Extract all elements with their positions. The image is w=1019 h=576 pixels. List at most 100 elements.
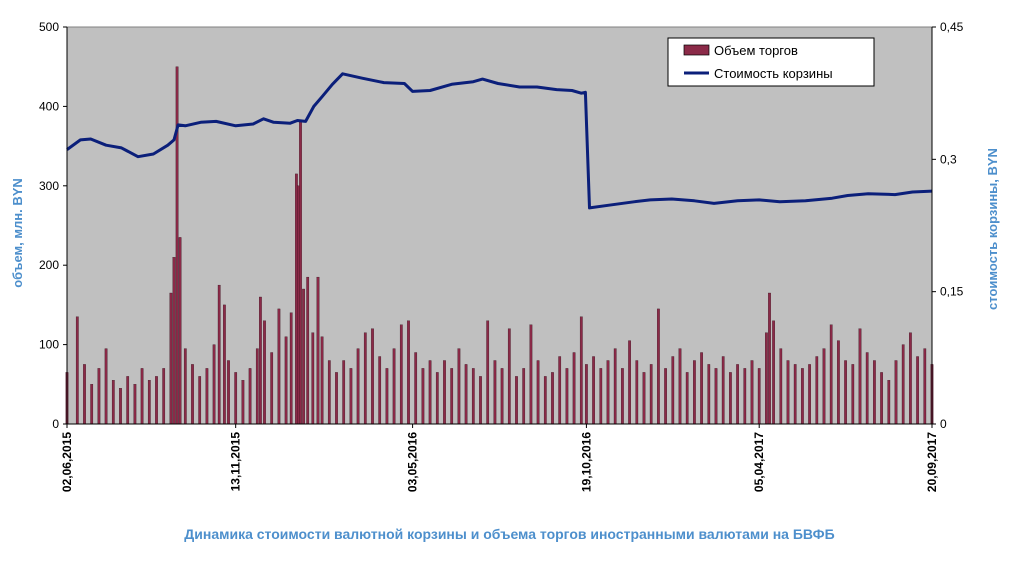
- legend-bar-label: Объем торгов: [714, 43, 798, 58]
- volume-bar: [635, 360, 639, 425]
- volume-bar: [599, 368, 603, 425]
- x-tick-label: 02,06,2015: [60, 432, 74, 492]
- volume-bar: [155, 376, 158, 425]
- volume-bar: [572, 352, 576, 425]
- volume-bar: [349, 368, 353, 425]
- volume-bar: [378, 356, 382, 425]
- volume-bar: [642, 372, 646, 425]
- volume-bar: [248, 368, 252, 425]
- volume-bar: [464, 364, 468, 425]
- volume-bar: [515, 376, 518, 425]
- volume-bar: [678, 348, 682, 425]
- volume-bar: [628, 340, 631, 425]
- volume-bar: [606, 360, 610, 425]
- volume-bar: [342, 360, 346, 425]
- volume-bar: [815, 356, 819, 425]
- volume-bar: [772, 320, 775, 425]
- volume-bar: [837, 340, 840, 425]
- right-axis-ticks: 0 0,15 0,3 0,45: [932, 20, 964, 431]
- chart-title: Динамика стоимости валютной корзины и об…: [184, 526, 835, 542]
- volume-bar: [306, 276, 310, 425]
- x-tick-label: 03,05,2016: [406, 432, 420, 492]
- volume-bar: [183, 348, 187, 425]
- volume-bar: [729, 372, 732, 425]
- x-tick-label: 20,09,2017: [925, 432, 939, 492]
- x-axis-ticks: 02,06,2015 13,11,2015 03,05,2016 19,10,2016…: [60, 424, 939, 492]
- volume-bar: [779, 348, 783, 425]
- volume-bar: [471, 368, 475, 425]
- volume-bar: [493, 360, 497, 425]
- volume-bar: [844, 360, 847, 425]
- volume-bar: [111, 380, 115, 425]
- right-tick-label: 0,15: [940, 285, 964, 299]
- volume-bar: [191, 364, 194, 425]
- volume-bar: [385, 368, 389, 425]
- volume-bar: [90, 384, 94, 425]
- volume-bar: [916, 356, 919, 425]
- x-tick-label: 19,10,2016: [579, 432, 593, 492]
- volume-bar: [822, 348, 826, 425]
- left-tick-label: 100: [39, 338, 59, 352]
- volume-bar: [901, 344, 905, 425]
- right-tick-label: 0,3: [940, 152, 957, 166]
- volume-bar: [407, 320, 410, 425]
- volume-bar: [529, 324, 533, 425]
- volume-bar: [565, 368, 569, 425]
- volume-bar: [743, 368, 747, 425]
- volume-bars: [65, 66, 934, 425]
- volume-bar: [536, 360, 540, 425]
- volume-bar: [457, 348, 461, 425]
- legend-line-label: Стоимость корзины: [714, 66, 833, 81]
- left-tick-label: 0: [52, 417, 59, 431]
- volume-bar: [887, 380, 891, 425]
- volume-bar: [450, 368, 454, 425]
- volume-bar: [421, 368, 425, 425]
- volume-bar: [808, 364, 811, 425]
- volume-bar: [172, 257, 176, 425]
- volume-bar: [414, 352, 418, 425]
- x-tick-label: 05,04,2017: [752, 432, 766, 492]
- volume-bar: [768, 292, 771, 425]
- volume-bar: [443, 360, 446, 425]
- right-axis-title: стоимость корзины, BYN: [985, 148, 1000, 310]
- volume-bar: [829, 324, 833, 425]
- volume-bar: [119, 388, 122, 425]
- left-tick-label: 200: [39, 258, 59, 272]
- volume-bar: [320, 336, 324, 425]
- volume-bar: [558, 356, 562, 425]
- volume-bar: [198, 376, 202, 425]
- volume-bar: [169, 292, 173, 425]
- volume-bar: [126, 376, 130, 425]
- volume-bar: [234, 372, 238, 425]
- volume-bar: [435, 372, 439, 425]
- volume-bar: [212, 344, 216, 425]
- right-tick-label: 0,45: [940, 20, 964, 34]
- volume-bar: [693, 360, 696, 425]
- volume-bar: [613, 348, 617, 425]
- volume-bar: [223, 304, 226, 425]
- volume-bar: [97, 368, 101, 425]
- volume-bar: [750, 360, 754, 425]
- volume-bar: [649, 364, 653, 425]
- left-tick-label: 300: [39, 179, 59, 193]
- volume-bar: [133, 384, 137, 425]
- volume-bar: [880, 372, 883, 425]
- legend-bar-swatch: [683, 44, 710, 56]
- volume-bar: [327, 360, 331, 425]
- volume-bar: [736, 364, 739, 425]
- volume-bar: [801, 368, 804, 425]
- volume-bar: [865, 352, 869, 425]
- volume-bar: [851, 364, 855, 425]
- x-tick-label: 13,11,2015: [229, 432, 243, 492]
- volume-bar: [793, 364, 797, 425]
- volume-bar: [104, 348, 108, 425]
- volume-bar: [894, 360, 898, 425]
- volume-bar: [522, 368, 526, 425]
- volume-bar: [858, 328, 862, 425]
- volume-bar: [175, 66, 179, 425]
- volume-bar: [178, 237, 182, 425]
- left-axis-title: объем, млн. BYN: [10, 178, 25, 288]
- volume-bar: [909, 332, 912, 425]
- volume-bar: [284, 336, 288, 425]
